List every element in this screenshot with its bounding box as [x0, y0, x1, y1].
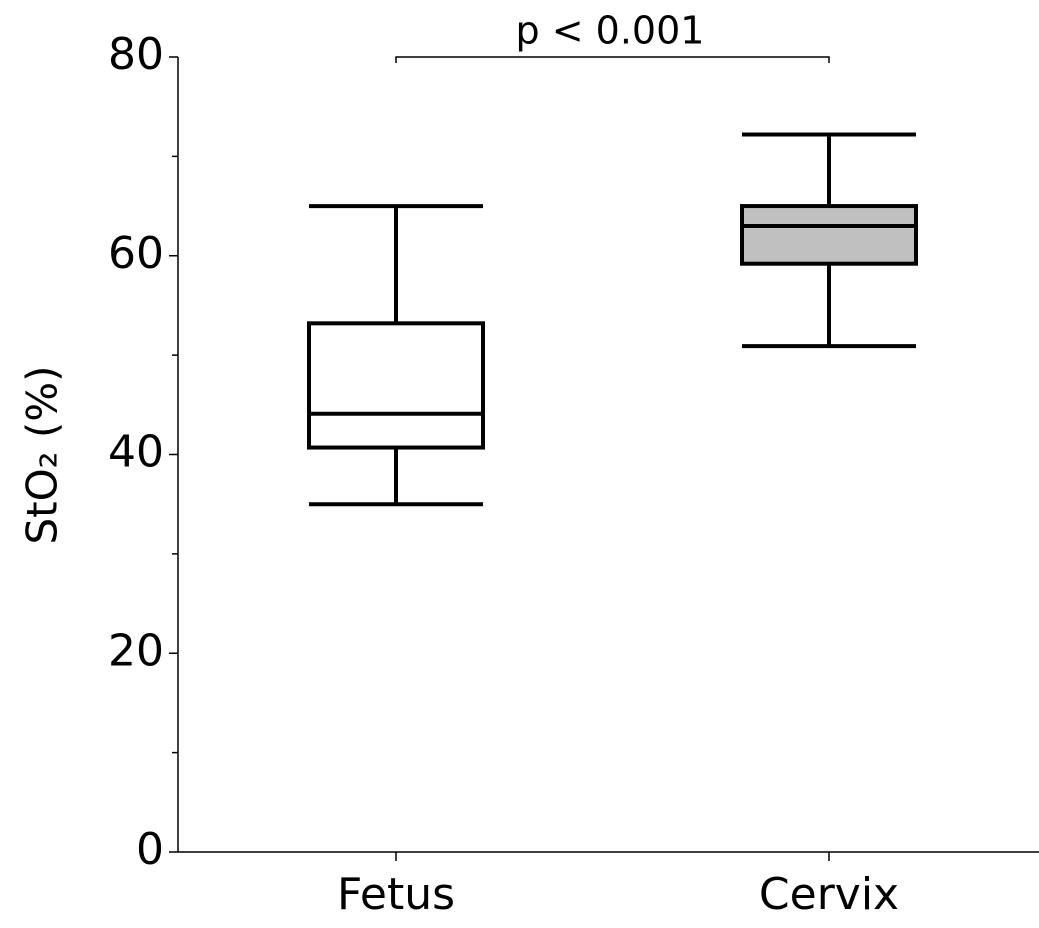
- y-tick-label: 60: [108, 228, 164, 279]
- box: [740, 204, 918, 266]
- bracket: [395, 56, 830, 63]
- y-axis-label: StO₂ (%): [18, 365, 67, 544]
- annotation: p < 0.001: [516, 9, 705, 53]
- x-tick-label: Fetus: [337, 869, 455, 920]
- y-tick-label: 40: [108, 427, 164, 478]
- y-tick-label: 20: [108, 625, 164, 676]
- box: [307, 321, 485, 450]
- y-tick-label: 80: [108, 29, 164, 80]
- x-tick-label: Cervix: [759, 869, 899, 920]
- y-tick-label: 0: [136, 824, 164, 875]
